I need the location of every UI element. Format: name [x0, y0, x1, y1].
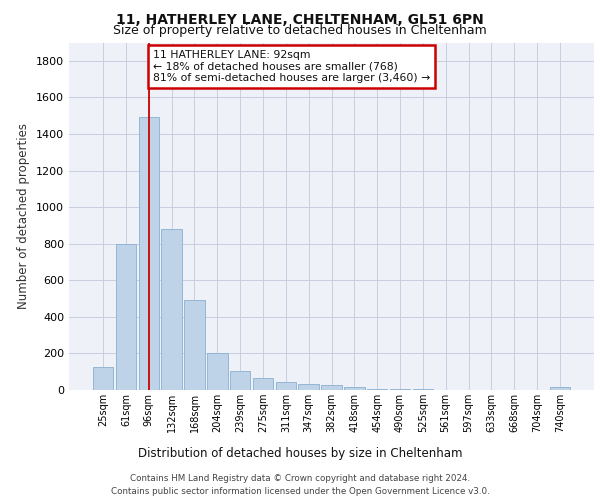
- Bar: [230, 371, 250, 390]
- Bar: [390, 389, 410, 390]
- Bar: [253, 378, 273, 390]
- Bar: [298, 384, 319, 390]
- Bar: [321, 386, 342, 390]
- Text: Distribution of detached houses by size in Cheltenham: Distribution of detached houses by size …: [138, 448, 462, 460]
- Text: 11 HATHERLEY LANE: 92sqm
← 18% of detached houses are smaller (768)
81% of semi-: 11 HATHERLEY LANE: 92sqm ← 18% of detach…: [153, 50, 430, 83]
- Bar: [207, 352, 227, 390]
- Bar: [184, 300, 205, 390]
- Bar: [93, 367, 113, 390]
- Bar: [367, 388, 388, 390]
- Bar: [550, 388, 570, 390]
- Bar: [161, 229, 182, 390]
- Y-axis label: Number of detached properties: Number of detached properties: [17, 123, 31, 309]
- Bar: [116, 244, 136, 390]
- Bar: [275, 382, 296, 390]
- Bar: [139, 118, 159, 390]
- Bar: [344, 388, 365, 390]
- Text: 11, HATHERLEY LANE, CHELTENHAM, GL51 6PN: 11, HATHERLEY LANE, CHELTENHAM, GL51 6PN: [116, 12, 484, 26]
- Text: Contains HM Land Registry data © Crown copyright and database right 2024.
Contai: Contains HM Land Registry data © Crown c…: [110, 474, 490, 496]
- Text: Size of property relative to detached houses in Cheltenham: Size of property relative to detached ho…: [113, 24, 487, 37]
